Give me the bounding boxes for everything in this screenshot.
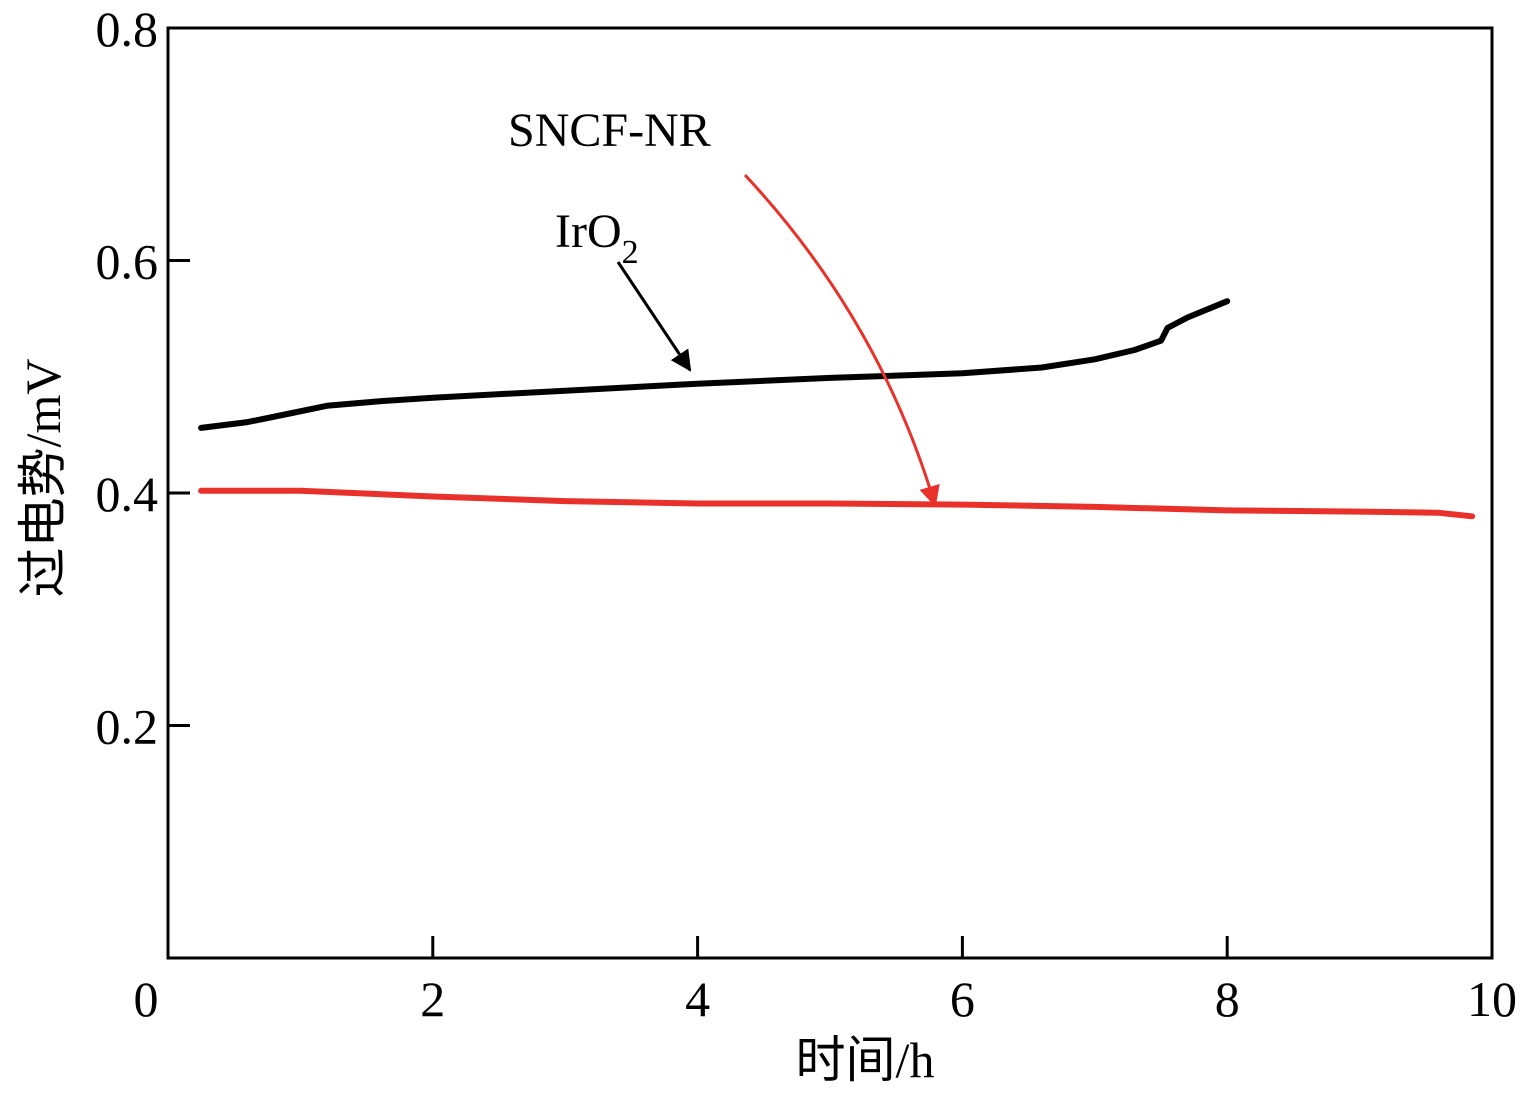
annotation-arrow-sncf-nr xyxy=(743,173,940,508)
x-tick-label: 8 xyxy=(1215,971,1240,1027)
x-tick-label: 0 xyxy=(134,971,159,1027)
y-tick-label: 0.8 xyxy=(96,1,159,57)
x-tick-label: 10 xyxy=(1467,971,1517,1027)
series-layer xyxy=(198,298,1476,520)
series-line-iro2 xyxy=(198,298,1231,431)
y-axis-label: 过电势/mV xyxy=(15,359,71,598)
x-axis-label: 时间/h xyxy=(796,1032,935,1088)
y-tick-label: 0.6 xyxy=(96,234,159,290)
x-tick-label: 4 xyxy=(685,971,710,1027)
x-axis: 0 2 4 6 8 10 xyxy=(134,936,1517,1027)
y-tick-label: 0.4 xyxy=(96,466,159,522)
x-tick-label: 6 xyxy=(950,971,975,1027)
annotation-label-iro2: IrO2 xyxy=(555,205,639,271)
y-axis: 0.2 0.4 0.6 0.8 xyxy=(96,1,190,755)
annotation-layer: IrO2 SNCF-NR xyxy=(508,104,940,508)
series-line-sncf-nr xyxy=(198,487,1476,520)
x-tick-label: 2 xyxy=(420,971,445,1027)
annotation-label-sncf-nr: SNCF-NR xyxy=(508,104,711,157)
y-tick-label: 0.2 xyxy=(96,699,159,755)
annotation-arrow-iro2 xyxy=(616,261,692,372)
